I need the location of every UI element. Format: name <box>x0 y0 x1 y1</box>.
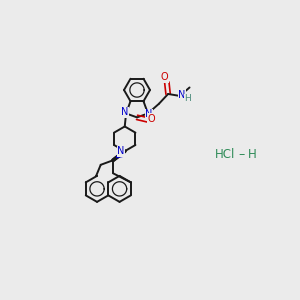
Text: N: N <box>178 90 185 100</box>
Text: N: N <box>145 110 153 119</box>
Text: H: H <box>248 148 257 161</box>
Text: O: O <box>147 114 155 124</box>
Text: N: N <box>122 107 129 118</box>
Text: –: – <box>238 148 244 161</box>
Text: O: O <box>161 72 169 82</box>
Text: HCl: HCl <box>215 148 236 161</box>
Text: H: H <box>184 94 191 103</box>
Text: N: N <box>117 146 124 156</box>
